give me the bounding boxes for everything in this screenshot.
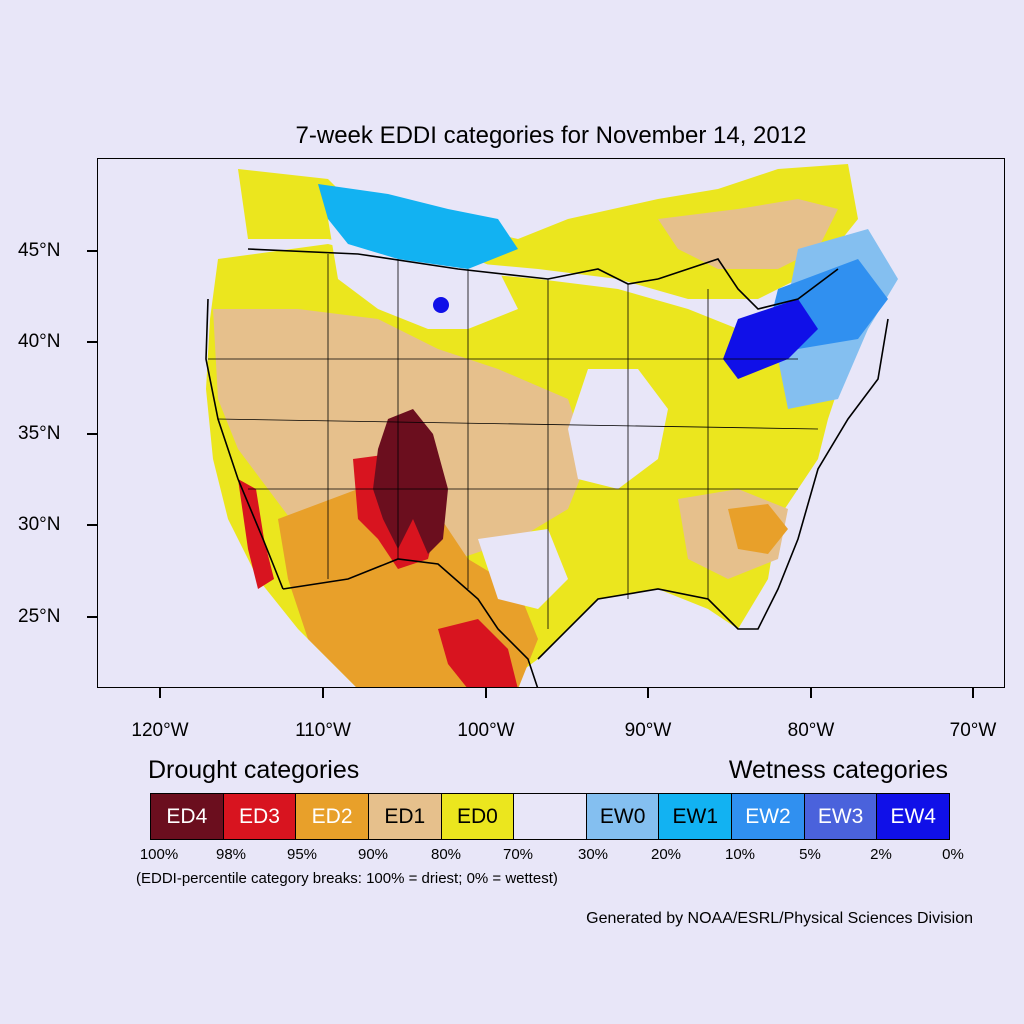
- legend-cat-ew0: EW0: [586, 794, 660, 839]
- legend-color-bar: ED4 ED3 ED2 ED1 ED0 EW0 EW1 EW2 EW3 EW4: [150, 793, 950, 840]
- y-tick-label: 30°N: [18, 514, 61, 535]
- drought-heading: Drought categories: [148, 756, 360, 784]
- x-tick-label: 90°W: [624, 720, 672, 741]
- map-title: 7-week EDDI categories for November 14, …: [295, 122, 807, 149]
- y-tick-mark: [87, 433, 97, 435]
- legend-break: 95%: [286, 846, 318, 863]
- region-ed4: [373, 409, 448, 554]
- x-tick-mark: [972, 688, 974, 698]
- credit-line: Generated by NOAA/ESRL/Physical Sciences…: [586, 910, 973, 927]
- legend-cat-ed2: ED2: [296, 794, 369, 839]
- x-tick-label: 110°W: [295, 720, 351, 741]
- legend-cat-ew4: EW4: [877, 794, 950, 839]
- legend-cat-ed4: ED4: [151, 794, 224, 839]
- legend-cat-ed3: ED3: [223, 794, 297, 839]
- region-ew1-canada-west: [318, 184, 518, 269]
- x-tick-label: 120°W: [131, 720, 189, 741]
- legend-cat-ed0: ED0: [441, 794, 515, 839]
- legend-break: 30%: [577, 846, 609, 863]
- legend-break: 100%: [139, 846, 179, 863]
- eddi-map: [97, 158, 1005, 688]
- legend-break: 70%: [502, 846, 534, 863]
- legend-cat-ew2: EW2: [732, 794, 805, 839]
- x-tick-label: 80°W: [787, 720, 835, 741]
- legend-break: 20%: [650, 846, 682, 863]
- y-tick-label: 40°N: [18, 331, 61, 352]
- legend-cat-normal: [514, 794, 587, 839]
- x-tick-mark: [322, 688, 324, 698]
- x-tick-mark: [159, 688, 161, 698]
- region-ed3-mexico: [438, 619, 518, 687]
- region-ew4-montana: [433, 297, 449, 313]
- y-tick-mark: [87, 341, 97, 343]
- legend-cat-ew1: EW1: [659, 794, 733, 839]
- legend-break: 5%: [799, 846, 821, 863]
- legend-break: 80%: [430, 846, 462, 863]
- legend-break: 10%: [724, 846, 756, 863]
- legend-cat-ed1: ED1: [368, 794, 442, 839]
- eddi-map-canvas: [205, 164, 898, 687]
- legend-break: 90%: [357, 846, 389, 863]
- coastlines: [205, 248, 889, 687]
- y-tick-mark: [87, 524, 97, 526]
- y-tick-label: 45°N: [18, 240, 61, 261]
- wetness-heading: Wetness categories: [728, 756, 948, 784]
- y-tick-mark: [87, 250, 97, 252]
- x-tick-mark: [810, 688, 812, 698]
- x-tick-mark: [647, 688, 649, 698]
- y-tick-label: 25°N: [18, 606, 61, 627]
- legend-note: (EDDI-percentile category breaks: 100% =…: [136, 870, 558, 887]
- legend-break: 0%: [942, 846, 964, 863]
- y-tick-mark: [87, 616, 97, 618]
- region-normal-texas: [478, 529, 568, 609]
- legend-break: 2%: [870, 846, 892, 863]
- region-normal-midwest: [568, 369, 668, 489]
- region-ed0-canada: [238, 164, 858, 299]
- x-tick-mark: [485, 688, 487, 698]
- legend-break: 98%: [215, 846, 247, 863]
- x-tick-label: 70°W: [949, 720, 997, 741]
- y-tick-label: 35°N: [18, 423, 61, 444]
- legend-cat-ew3: EW3: [804, 794, 878, 839]
- region-ed2-southeast: [728, 504, 788, 554]
- region-ed1-canada: [658, 199, 838, 269]
- region-ed3-california: [238, 479, 274, 589]
- state-borders: [208, 254, 819, 629]
- x-tick-label: 100°W: [457, 720, 515, 741]
